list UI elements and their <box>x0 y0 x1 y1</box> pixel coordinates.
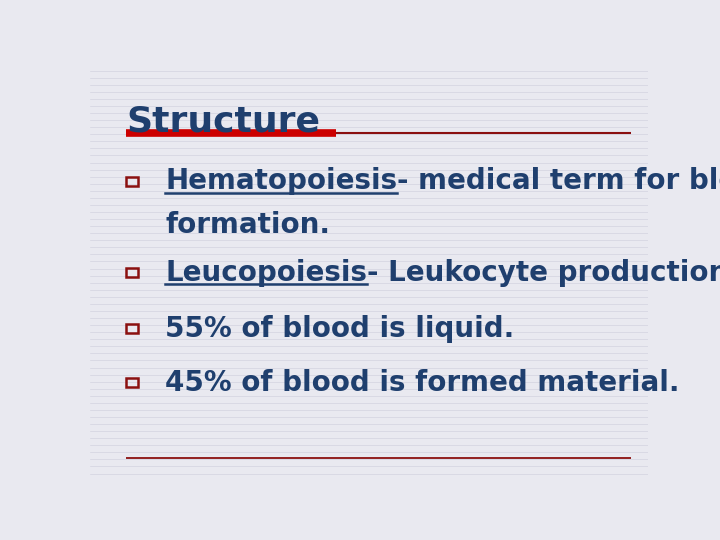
Text: Hematopoiesis: Hematopoiesis <box>166 167 397 195</box>
Text: 55% of blood is liquid.: 55% of blood is liquid. <box>166 315 515 343</box>
Text: - Leukocyte production.: - Leukocyte production. <box>367 259 720 287</box>
Text: Leucopoiesis: Leucopoiesis <box>166 259 367 287</box>
Text: Structure: Structure <box>126 104 320 138</box>
Text: - medical term for blood: - medical term for blood <box>397 167 720 195</box>
Text: 45% of blood is formed material.: 45% of blood is formed material. <box>166 369 680 397</box>
Text: formation.: formation. <box>166 211 330 239</box>
